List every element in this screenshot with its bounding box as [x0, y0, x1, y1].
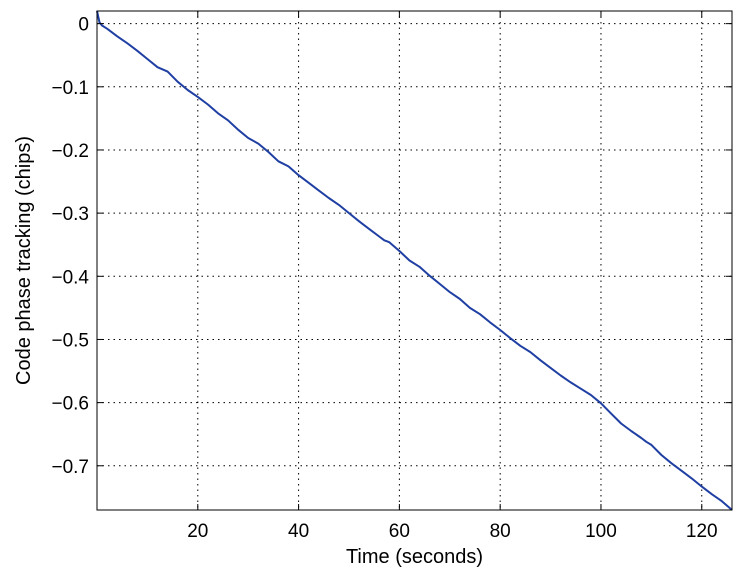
x-tick-label: 120 — [686, 521, 718, 542]
y-tick-label: −0.4 — [51, 267, 89, 288]
y-axis-label: Code phase tracking (chips) — [13, 136, 35, 385]
y-tick-label: −0.6 — [51, 394, 89, 415]
x-tick-label: 20 — [187, 521, 208, 542]
plot-frame — [96, 10, 733, 511]
x-tick-label: 60 — [389, 521, 410, 542]
y-tick-label: −0.5 — [51, 330, 89, 351]
y-tick-label: −0.3 — [51, 204, 89, 225]
y-axis-ticks: 0 −0.1 −0.2 −0.3 −0.4 −0.5 −0.6 −0.7 — [51, 15, 732, 478]
x-tick-label: 40 — [288, 521, 309, 542]
y-tick-label: −0.2 — [51, 141, 89, 162]
x-axis-ticks: 20 40 60 80 100 120 — [187, 11, 718, 542]
y-tick-label: −0.1 — [51, 78, 89, 99]
y-tick-label: 0 — [78, 15, 89, 36]
series-line — [96, 10, 733, 511]
x-tick-label: 100 — [585, 521, 617, 542]
grid-lines — [97, 11, 732, 510]
x-axis-label: Time (seconds) — [346, 546, 483, 568]
y-tick-label: −0.7 — [51, 457, 89, 478]
x-tick-label: 80 — [490, 521, 511, 542]
